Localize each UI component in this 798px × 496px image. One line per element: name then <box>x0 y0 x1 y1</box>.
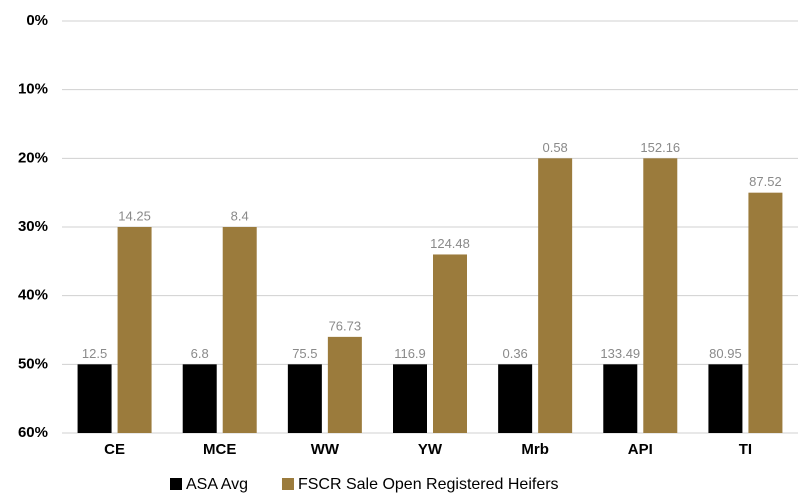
data-label: 14.25 <box>118 208 151 223</box>
x-tick-label: CE <box>104 441 125 458</box>
data-label: 152.16 <box>640 140 680 155</box>
bar <box>182 364 217 433</box>
data-label: 80.95 <box>709 346 742 361</box>
bar <box>498 364 533 433</box>
x-tick-label: MCE <box>203 441 236 458</box>
x-tick-label: Mrb <box>521 441 549 458</box>
data-label: 6.8 <box>191 346 209 361</box>
data-label: 0.36 <box>502 346 527 361</box>
data-label: 76.73 <box>329 318 362 333</box>
x-tick-label: API <box>628 441 653 458</box>
bar <box>748 192 783 433</box>
bar <box>538 158 573 434</box>
legend-label: FSCR Sale Open Registered Heifers <box>298 476 559 493</box>
legend-swatch <box>281 478 294 490</box>
x-tick-label: WW <box>311 441 340 458</box>
x-tick-label: TI <box>739 441 752 458</box>
y-tick-label: 0% <box>26 12 48 29</box>
y-tick-label: 60% <box>18 424 48 441</box>
y-tick-label: 20% <box>18 149 48 166</box>
bar <box>287 364 322 433</box>
y-tick-label: 40% <box>18 287 48 304</box>
bar <box>708 364 743 433</box>
y-tick-label: 30% <box>18 218 48 235</box>
legend-label: ASA Avg <box>186 476 248 493</box>
data-label: 75.5 <box>292 346 317 361</box>
data-label: 12.5 <box>82 346 107 361</box>
y-tick-label: 50% <box>18 355 48 372</box>
data-label: 133.49 <box>600 346 640 361</box>
data-label: 0.58 <box>542 140 567 155</box>
bar <box>643 158 678 434</box>
x-tick-label: YW <box>418 441 443 458</box>
bar <box>603 364 638 433</box>
bar <box>117 227 152 433</box>
y-tick-label: 10% <box>18 81 48 98</box>
legend-swatch <box>170 478 182 490</box>
bar <box>222 227 257 433</box>
data-label: 124.48 <box>430 236 470 251</box>
data-label: 87.52 <box>749 174 782 189</box>
bar <box>433 254 467 433</box>
bar <box>393 364 427 433</box>
data-label: 116.9 <box>394 346 426 361</box>
bar <box>77 364 112 433</box>
bar <box>327 336 362 433</box>
data-label: 8.4 <box>231 208 249 223</box>
